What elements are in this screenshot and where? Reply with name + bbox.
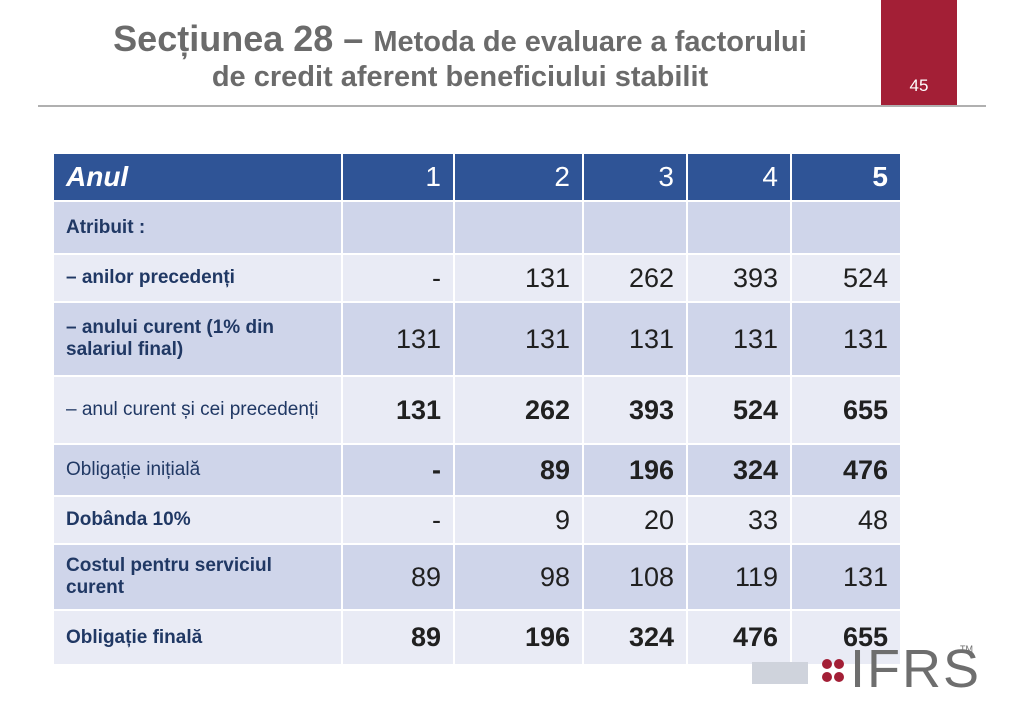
- table-row: Obligație finală 89 196 324 476 655: [52, 609, 902, 666]
- table-row: Dobânda 10% - 9 20 33 48: [52, 495, 902, 545]
- cell: [686, 200, 792, 255]
- cell: 524: [790, 253, 902, 303]
- cell: 48: [790, 495, 902, 545]
- logo-bar: [752, 662, 808, 684]
- table-row: – anilor precedenți - 131 262 393 524: [52, 253, 902, 303]
- cell: 89: [453, 443, 584, 497]
- logo-text: IFRS: [850, 639, 982, 699]
- cell: [790, 200, 902, 255]
- cell: 89: [341, 543, 455, 611]
- cell: 324: [582, 609, 688, 666]
- cell: 20: [582, 495, 688, 545]
- cell: 196: [453, 609, 584, 666]
- cell: 33: [686, 495, 792, 545]
- cell: 476: [686, 609, 792, 666]
- cell: 119: [686, 543, 792, 611]
- cell: 131: [790, 301, 902, 377]
- cell: 131: [582, 301, 688, 377]
- cell: 131: [453, 253, 584, 303]
- cell: 131: [790, 543, 902, 611]
- cell: 655: [790, 609, 902, 666]
- title-line2: de credit aferent beneficiului stabilit: [211, 61, 709, 94]
- cell: 89: [341, 609, 455, 666]
- row-label: – anilor precedenți: [52, 253, 343, 303]
- header-year-5: 5: [790, 152, 902, 202]
- logo-tm: TM: [960, 644, 973, 654]
- cell: 262: [582, 253, 688, 303]
- header-year-1: 1: [341, 152, 455, 202]
- table-row: Obligație inițială - 89 196 324 476: [52, 443, 902, 497]
- cell: -: [341, 443, 455, 497]
- cell: 476: [790, 443, 902, 497]
- credit-table: Anul 1 2 3 4 5 Atribuit : – anilor prece…: [52, 152, 902, 666]
- cell: 131: [341, 375, 455, 445]
- row-label: Obligație inițială: [52, 443, 343, 497]
- table-row: – anului curent (1% din salariul final) …: [52, 301, 902, 377]
- cell: 524: [686, 375, 792, 445]
- cell: 98: [453, 543, 584, 611]
- title-divider: [38, 105, 986, 107]
- cell: [582, 200, 688, 255]
- cell: 131: [686, 301, 792, 377]
- cell: [453, 200, 584, 255]
- ifrs-logo: IFRS TM: [752, 638, 979, 699]
- cell: 324: [686, 443, 792, 497]
- table-header-row: Anul 1 2 3 4 5: [52, 152, 902, 202]
- row-label: Costul pentru serviciul curent: [52, 543, 343, 611]
- title-main: Secțiunea 28 –: [113, 18, 374, 59]
- cell: 655: [790, 375, 902, 445]
- cell: 9: [453, 495, 584, 545]
- cell: 393: [686, 253, 792, 303]
- header-year-3: 3: [582, 152, 688, 202]
- row-label: – anului curent (1% din salariul final): [52, 301, 343, 377]
- cell: 196: [582, 443, 688, 497]
- logo-flower-icon: [822, 659, 844, 682]
- table-row: – anul curent și cei precedenți 131 262 …: [52, 375, 902, 445]
- table-row: Atribuit :: [52, 200, 902, 255]
- page-number-tab: [881, 0, 957, 105]
- title-rest: Metoda de evaluare a factorului: [373, 26, 807, 58]
- header-year-4: 4: [686, 152, 792, 202]
- row-label: Atribuit :: [52, 200, 343, 255]
- header-year-2: 2: [453, 152, 584, 202]
- cell: -: [341, 495, 455, 545]
- row-label: Dobânda 10%: [52, 495, 343, 545]
- header-label: Anul: [52, 152, 343, 202]
- slide-title: Secțiunea 28 – Metoda de evaluare a fact…: [40, 18, 880, 95]
- row-label: – anul curent și cei precedenți: [52, 375, 343, 445]
- cell: 393: [582, 375, 688, 445]
- cell: 262: [453, 375, 584, 445]
- table-row: Costul pentru serviciul curent 89 98 108…: [52, 543, 902, 611]
- cell: 108: [582, 543, 688, 611]
- cell: -: [341, 253, 455, 303]
- cell: 131: [453, 301, 584, 377]
- cell: [341, 200, 455, 255]
- row-label: Obligație finală: [52, 609, 343, 666]
- page-number: 45: [909, 76, 929, 95]
- cell: 131: [341, 301, 455, 377]
